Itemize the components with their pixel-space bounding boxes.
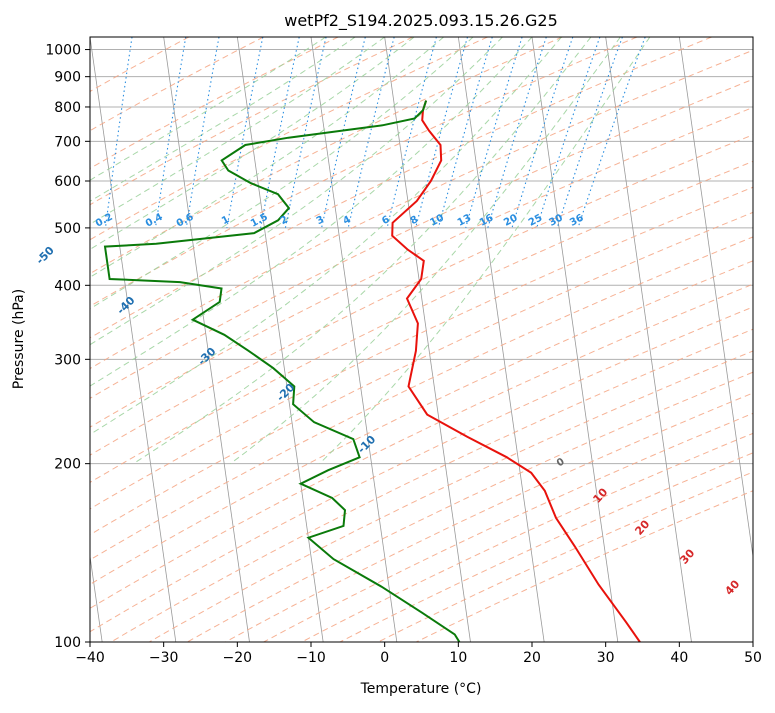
x-tick-label: 10 (449, 650, 467, 666)
y-tick-label: 500 (54, 221, 81, 237)
chart-title: wetPf2_S194.2025.093.15.26.G25 (284, 11, 558, 31)
x-tick-label: 40 (670, 650, 688, 666)
y-tick-label: 400 (54, 278, 81, 294)
x-tick-label: −20 (223, 650, 253, 666)
y-tick-label: 600 (54, 174, 81, 190)
x-tick-label: −40 (75, 650, 105, 666)
y-tick-label: 300 (54, 352, 81, 368)
x-axis-label: Temperature (°C) (360, 681, 482, 697)
x-tick-label: 30 (597, 650, 615, 666)
y-axis-label: Pressure (hPa) (11, 289, 27, 389)
x-tick-label: −10 (296, 650, 326, 666)
y-tick-label: 800 (54, 100, 81, 116)
x-tick-label: −30 (149, 650, 179, 666)
y-tick-label: 1000 (45, 43, 81, 59)
x-tick-label: 20 (523, 650, 541, 666)
y-tick-label: 900 (54, 70, 81, 86)
x-tick-label: 0 (380, 650, 389, 666)
y-tick-label: 200 (54, 457, 81, 473)
y-tick-label: 100 (54, 635, 81, 651)
x-tick-label: 50 (744, 650, 762, 666)
y-tick-label: 700 (54, 134, 81, 150)
